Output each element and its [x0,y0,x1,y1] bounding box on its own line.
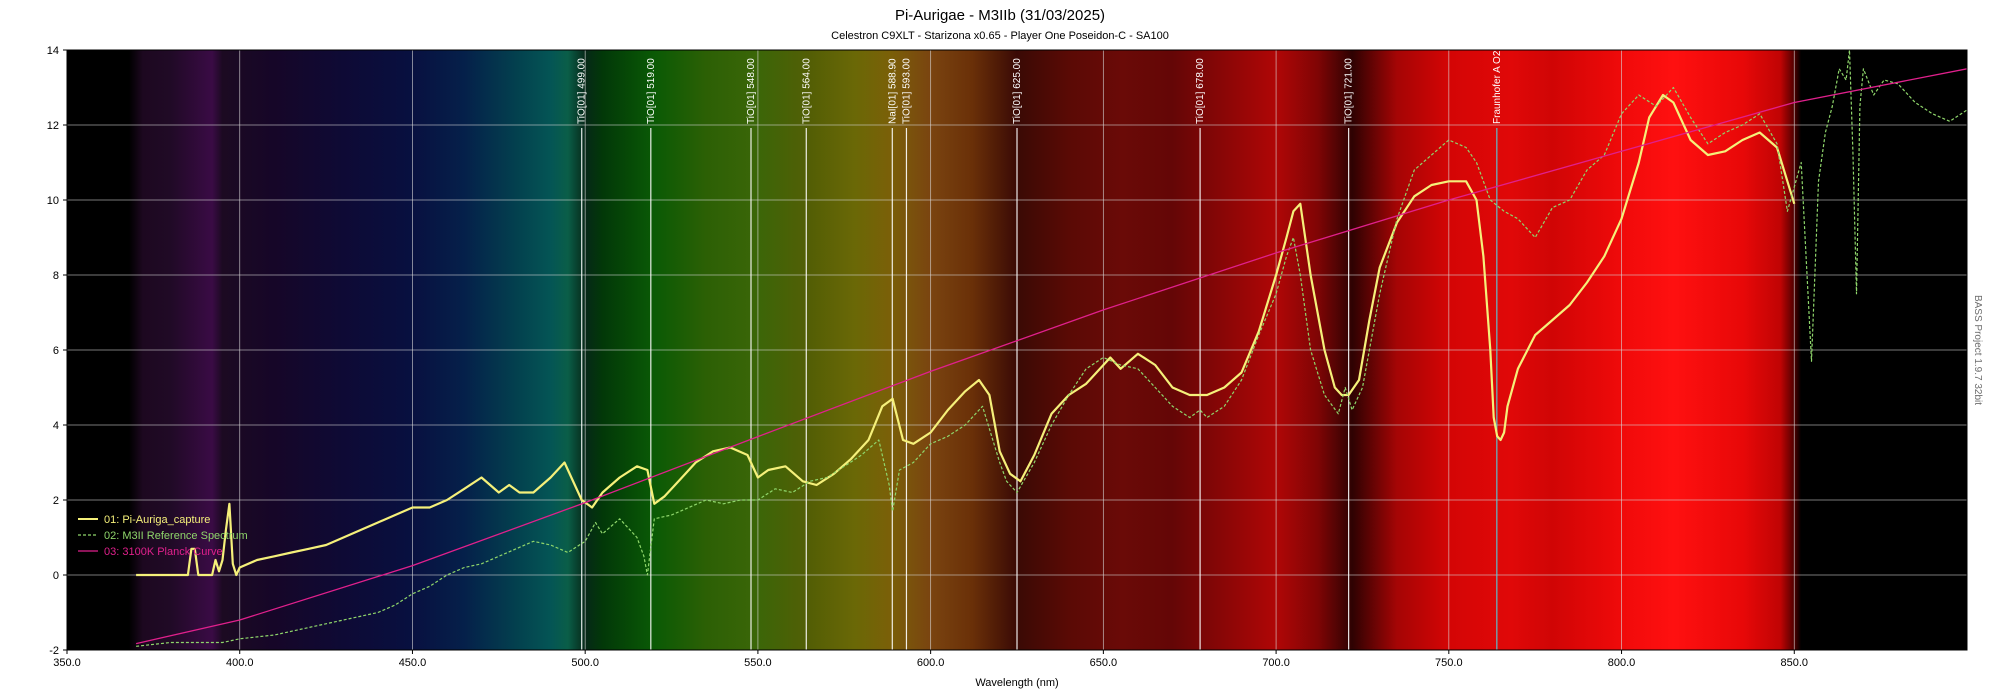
series-lines [135,50,1967,647]
y-tick-label: 0 [53,570,59,582]
y-tick-label: 8 [53,270,59,282]
chart-title: Pi-Aurigae - M3IIb (31/03/2025) [895,7,1105,24]
x-tick-label: 750.0 [1435,657,1463,669]
spectral-line-label: TiO[01] 625.00 [1012,58,1023,124]
y-tick-label: 6 [53,345,59,357]
y-tick-label: 14 [47,45,59,57]
legend-entry: 01: Pi-Auriga_capture [104,514,210,526]
spectral-line-label: TiO[01] 678.00 [1195,58,1206,124]
plot-area: TiO[01] 499.00 TiO[01] 519.00 TiO[01] 548.… [66,0,1968,651]
legend: 01: Pi-Auriga_capture 02: M3II Reference … [78,514,248,558]
spectral-line-label: NaI[01] 588.90 [887,58,898,124]
legend-entry: 02: M3II Reference Spectrum [104,530,248,542]
x-tick-label: 500.0 [571,657,599,669]
x-axis-ticks: 350.0 400.0 450.0 500.0 550.0 600.0 650.0 700.0… [53,650,1808,669]
x-tick-label: 550.0 [744,657,772,669]
x-tick-label: 700.0 [1262,657,1290,669]
spectral-line-label: TiO[01] 499.00 [577,58,588,124]
x-tick-label: 450.0 [399,657,427,669]
x-tick-label: 850.0 [1781,657,1809,669]
y-tick-label: 2 [53,495,59,507]
y-tick-label: 4 [53,420,59,432]
spectral-line-label: TiO[01] 593.00 [901,58,912,124]
x-tick-label: 400.0 [226,657,254,669]
y-tick-label: 10 [47,195,59,207]
x-tick-label: 800.0 [1608,657,1636,669]
x-tick-label: 600.0 [917,657,945,669]
spectral-line-label: TiO[01] 548.00 [746,58,757,124]
y-tick-label: -2 [49,645,59,657]
series-line-1 [136,93,1796,577]
y-axis-ticks: -2 0 2 4 6 8 10 12 14 [47,45,67,657]
software-watermark: BASS Project 1.9.7 32bit [1972,295,1983,405]
chart-subtitle: Celestron C9XLT - Starizona x0.65 - Play… [831,30,1169,42]
x-axis-label: Wavelength (nm) [975,677,1058,689]
y-tick-label: 12 [47,120,59,132]
spectral-lines: TiO[01] 499.00 TiO[01] 519.00 TiO[01] 548.… [577,0,1503,650]
series-line-3 [135,68,1967,645]
x-tick-label: 650.0 [1090,657,1118,669]
spectral-line-label: TiO[01] 519.00 [646,58,657,124]
series-line-2 [136,50,1967,647]
x-tick-label: 350.0 [53,657,81,669]
spectral-line-label: TiO[01] 721.00 [1344,58,1355,124]
spectral-line-label: TiO[01] 564.00 [801,58,812,124]
spectral-line-label: Fraunhofer A O2 759.4-768.8[01] 763.90 [1492,0,1503,124]
legend-entry: 03: 3100K Planck Curve [104,546,223,558]
